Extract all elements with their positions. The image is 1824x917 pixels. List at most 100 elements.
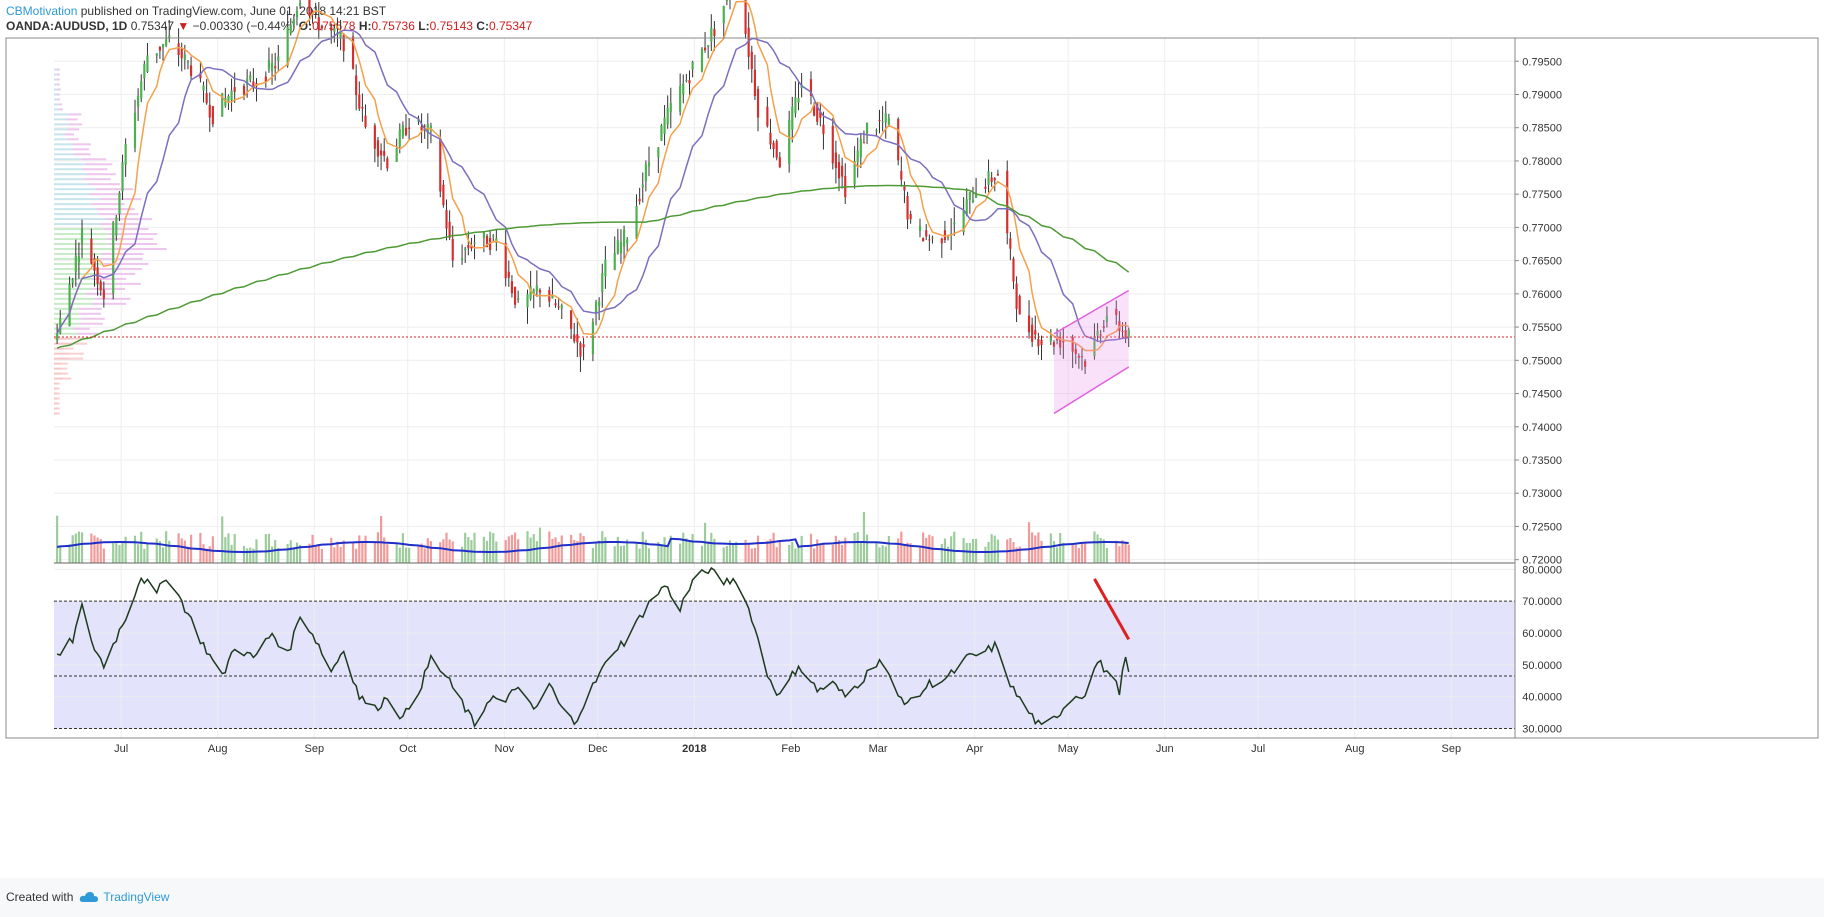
volume-profile-bar (54, 108, 59, 111)
candle-body (538, 289, 542, 293)
candle-body (663, 117, 666, 134)
candle-body (529, 286, 532, 299)
candle-body (953, 222, 956, 225)
candle-body (616, 239, 619, 254)
candle-body (551, 294, 554, 299)
volume-bar (252, 548, 255, 563)
candle-body (809, 79, 813, 96)
candle-body (513, 286, 517, 305)
volume-profile-bar (54, 352, 70, 355)
candle-body (445, 210, 448, 229)
candle-body (775, 141, 778, 158)
candle-body (691, 61, 694, 70)
volume-bar (155, 538, 158, 563)
volume-bar (953, 531, 956, 563)
volume-profile-bar (66, 118, 78, 121)
volume-bar (576, 541, 579, 563)
volume-bar (118, 545, 121, 563)
footer: Created with TradingView (6, 890, 169, 904)
volume-bar (264, 534, 267, 563)
volume-bar (398, 547, 401, 563)
volume-bar (965, 542, 968, 563)
candle-body (713, 29, 716, 36)
volume-profile-bar (54, 357, 70, 360)
candle-body (878, 120, 881, 122)
candle-body (613, 252, 616, 270)
volume-bar (513, 532, 517, 563)
volume-bar (395, 542, 398, 563)
volume-bar (246, 548, 249, 563)
candle-body (1015, 283, 1018, 309)
volume-bar (613, 546, 616, 563)
close-label: C: (476, 19, 489, 33)
tradingview-link[interactable]: TradingView (79, 890, 169, 904)
volume-bar (594, 542, 598, 563)
volume-bar (143, 548, 146, 563)
cloud-icon (80, 892, 99, 902)
volume-bar (946, 546, 950, 563)
volume-profile-bar (54, 412, 57, 415)
volume-bar (286, 543, 289, 563)
volume-profile-bar (54, 247, 114, 250)
x-tick-label: Jun (1156, 743, 1174, 755)
volume-profile-bar (54, 138, 68, 141)
volume-profile-bar (54, 362, 62, 365)
volume-profile-bar (54, 178, 84, 181)
candle-body (408, 127, 411, 129)
candle-body (772, 142, 775, 149)
candle-body (439, 139, 442, 192)
volume-bar (557, 541, 560, 563)
volume-bar (897, 538, 900, 563)
candle-body (473, 242, 476, 244)
candle-body (115, 217, 118, 236)
candle-body (401, 125, 404, 137)
price-chart[interactable]: Jul Aug Sep Oct Nov Dec 2018 Feb Mar Apr May Jun Jul… (0, 0, 1824, 878)
volume-profile-bar (70, 337, 85, 340)
volume-bar (274, 540, 277, 563)
candle-body (853, 160, 856, 185)
volume-profile-bar (54, 198, 100, 201)
candle-body (560, 305, 563, 309)
ma-fast-line (56, 0, 1130, 352)
candle-body (822, 124, 825, 135)
candle-body (442, 184, 445, 206)
volume-bar (355, 548, 358, 563)
candle-body (202, 85, 205, 91)
volume-bar (856, 531, 859, 563)
volume-profile-bar (54, 238, 107, 241)
candle-body (984, 186, 987, 189)
volume-bar (1099, 537, 1102, 563)
candle-body (700, 48, 704, 72)
volume-bar (137, 544, 140, 563)
volume-bar (314, 546, 317, 563)
volume-bar (663, 537, 666, 563)
volume-bar (679, 543, 682, 563)
volume-profile-bar (58, 108, 63, 111)
candle-body (928, 239, 931, 241)
author-name[interactable]: CBMotivation (6, 4, 78, 18)
candle-body (837, 162, 841, 179)
volume-bar (878, 547, 881, 563)
candle-body (1084, 361, 1087, 368)
volume-bar (317, 546, 320, 563)
candle-body (682, 83, 685, 95)
x-tick-label: Aug (208, 743, 228, 755)
candle-body (756, 88, 760, 118)
y-tick-label: 0.73500 (1522, 455, 1562, 467)
volume-profile-bar (54, 377, 64, 380)
volume-bar (1062, 542, 1065, 563)
volume-bar (797, 546, 800, 563)
volume-bar (467, 537, 470, 563)
volume-bar (918, 546, 922, 563)
candle-body (314, 9, 317, 11)
high-value: 0.75736 (371, 19, 415, 33)
candle-body (679, 85, 682, 112)
candle-body (311, 10, 314, 14)
candle-body (710, 27, 713, 42)
volume-bar (77, 531, 81, 563)
candle-body (856, 150, 859, 163)
volume-bar (423, 548, 426, 563)
candle-body (604, 259, 607, 277)
volume-bar (96, 537, 99, 563)
volume-bar (448, 539, 451, 563)
